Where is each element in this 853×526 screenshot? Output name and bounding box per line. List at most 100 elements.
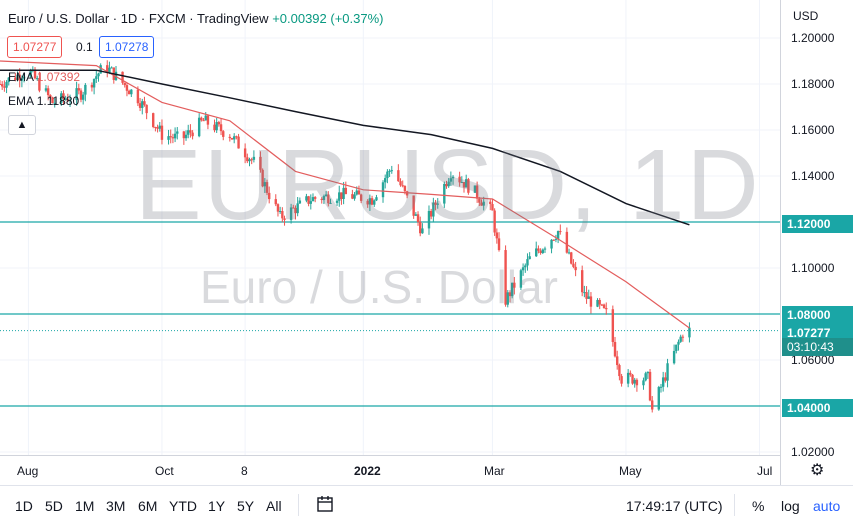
candle-body xyxy=(513,282,516,288)
utc-clock[interactable]: 17:49:17 (UTC) xyxy=(626,498,723,514)
candle-body xyxy=(20,78,24,81)
candle-body xyxy=(7,77,10,83)
timeframe-1m[interactable]: 1M xyxy=(75,498,95,514)
candle-body xyxy=(381,182,385,198)
candle-body xyxy=(373,200,376,205)
candle-body xyxy=(535,248,538,257)
ema-fast-legend[interactable]: EMA 1.07392 xyxy=(8,70,80,84)
gear-icon[interactable]: ⚙ xyxy=(810,462,825,479)
candle-body xyxy=(141,101,144,108)
price-tick-label: 1.02000 xyxy=(791,445,835,459)
candle-body xyxy=(375,197,378,201)
candle-body xyxy=(261,169,264,187)
candle-body xyxy=(664,377,667,381)
candle-body xyxy=(53,102,56,104)
auto-toggle[interactable]: auto xyxy=(813,498,841,514)
candle-body xyxy=(281,211,284,219)
chevron-up-icon[interactable]: ▲ xyxy=(8,115,36,135)
toolbar-divider-2 xyxy=(734,494,735,516)
candle-body xyxy=(215,122,218,131)
candle-body xyxy=(460,182,464,184)
timeframe-6m[interactable]: 6M xyxy=(138,498,158,514)
candle-body xyxy=(123,82,126,86)
log-toggle[interactable]: log xyxy=(781,498,800,514)
timeframe-5y[interactable]: 5Y xyxy=(237,498,255,514)
candle-body xyxy=(138,103,142,108)
candle-body xyxy=(451,176,455,179)
candle-body xyxy=(539,250,542,254)
candle-body xyxy=(462,182,466,188)
candle-body xyxy=(77,88,80,91)
time-axis[interactable]: Aug Oct 8 2022 Mar May Jul xyxy=(0,455,780,486)
candle-body xyxy=(250,159,253,161)
candle-body xyxy=(559,231,562,233)
candle-body xyxy=(342,187,345,199)
candle-body xyxy=(589,296,593,307)
candle-body xyxy=(357,190,361,195)
candle-body xyxy=(46,88,50,96)
candle-body xyxy=(313,197,317,199)
candle-body xyxy=(353,194,356,199)
price-tick-label: 1.10000 xyxy=(791,261,835,275)
candlestick-chart[interactable] xyxy=(0,0,780,455)
bid-price[interactable]: 1.07277 xyxy=(7,36,63,58)
ema-slow-legend[interactable]: EMA 1.11880 xyxy=(8,94,79,108)
candle-body xyxy=(228,136,232,139)
candle-body xyxy=(204,115,207,121)
candle-body xyxy=(473,185,477,193)
timeframe-ytd[interactable]: YTD xyxy=(169,498,197,514)
candle-body xyxy=(550,239,553,249)
chart-area[interactable]: EURUSD, 1D Euro / U.S. Dollar Euro / U.S… xyxy=(0,0,780,455)
price-axis[interactable]: USD 1.20000 1.18000 1.16000 1.14000 1.10000 1… xyxy=(780,0,853,485)
candle-body xyxy=(570,252,573,264)
candle-body xyxy=(370,198,374,205)
timeframe-1d[interactable]: 1D xyxy=(15,498,33,514)
candle-body xyxy=(127,90,131,95)
candle-body xyxy=(642,380,645,386)
candle-body xyxy=(335,200,339,203)
candle-body xyxy=(90,84,94,88)
candle-body xyxy=(681,336,685,338)
ema-fast-label: EMA xyxy=(8,70,34,84)
candle-body xyxy=(16,74,19,81)
candle-body xyxy=(263,182,267,187)
currency-label[interactable]: USD xyxy=(793,9,819,23)
toolbar-divider xyxy=(298,494,299,516)
timeframe-5d[interactable]: 5D xyxy=(45,498,63,514)
candle-body xyxy=(635,379,639,386)
candle-body xyxy=(384,178,387,183)
candle-body xyxy=(169,136,172,138)
candle-body xyxy=(661,377,665,387)
ema-slow-label: EMA xyxy=(8,94,34,108)
percent-toggle[interactable]: % xyxy=(752,498,765,514)
candle-body xyxy=(173,133,177,139)
candle-body xyxy=(38,78,41,91)
candle-body xyxy=(412,195,415,216)
candle-body xyxy=(108,67,111,73)
candle-body xyxy=(274,199,277,205)
candle-body xyxy=(92,78,96,88)
timeframe-all[interactable]: All xyxy=(266,498,282,514)
candle-body xyxy=(602,304,606,309)
candle-body xyxy=(200,117,203,121)
candle-body xyxy=(160,125,164,140)
candle-body xyxy=(565,231,569,253)
symbol-title[interactable]: Euro / U.S. Dollar · 1D · FXCM · Trading… xyxy=(8,11,269,26)
candle-body xyxy=(677,341,680,345)
candle-body xyxy=(644,373,647,381)
candle-body xyxy=(458,176,461,183)
timeframe-1y[interactable]: 1Y xyxy=(208,498,226,514)
candle-body xyxy=(497,238,501,251)
countdown-tag: 03:10:43 xyxy=(782,338,853,356)
calendar-range-icon[interactable] xyxy=(316,495,334,516)
candle-body xyxy=(0,84,2,85)
price-tick-label: 1.16000 xyxy=(791,123,835,137)
candle-body xyxy=(44,88,48,91)
candle-body xyxy=(493,210,496,233)
candle-body xyxy=(268,192,271,200)
candle-body xyxy=(355,190,358,195)
candle-body xyxy=(688,327,691,338)
ask-price[interactable]: 1.07278 xyxy=(99,36,155,58)
candle-body xyxy=(106,65,109,73)
timeframe-3m[interactable]: 3M xyxy=(106,498,126,514)
